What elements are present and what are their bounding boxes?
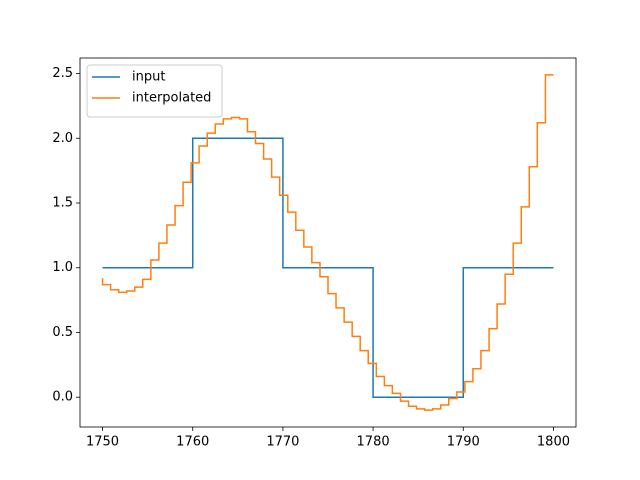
x-tick-label: 1750 (86, 435, 119, 450)
legend: input interpolated (86, 64, 223, 118)
x-tick-label: 1800 (537, 435, 570, 450)
step-line (102, 137, 554, 398)
y-tick-label: 0.0 (52, 390, 73, 405)
legend-box (86, 64, 223, 118)
step-line (101, 74, 554, 411)
legend-label: input (132, 70, 165, 85)
x-tick-label: 1790 (447, 435, 480, 450)
y-tick-label: 2.0 (52, 131, 73, 146)
x-tick-label: 1770 (266, 435, 299, 450)
x-tick-label: 1780 (357, 435, 390, 450)
y-tick-label: 1.0 (52, 260, 73, 275)
x-tick-label: 1760 (176, 435, 209, 450)
y-tick-label: 2.5 (52, 66, 73, 81)
axes-frame (79, 57, 577, 428)
legend-label: interpolated (132, 91, 211, 106)
y-tick-label: 1.5 (52, 196, 73, 211)
y-tick-label: 0.5 (52, 325, 73, 340)
